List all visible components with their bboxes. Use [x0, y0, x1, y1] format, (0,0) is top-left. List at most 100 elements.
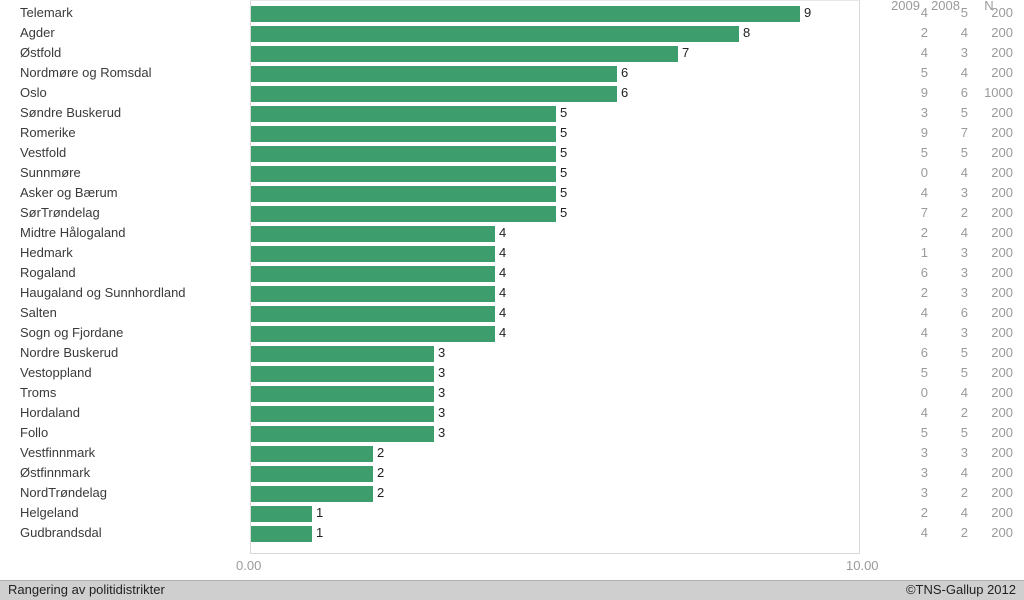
cell-n: 200 — [968, 105, 1013, 120]
cell-2008: 3 — [928, 45, 968, 60]
cell-2009: 6 — [888, 345, 928, 360]
category-label: Salten — [20, 305, 245, 320]
bar-value-label: 4 — [499, 325, 506, 340]
bar — [251, 346, 434, 362]
bar — [251, 26, 739, 42]
cell-2009: 9 — [888, 85, 928, 100]
bar — [251, 446, 373, 462]
bar — [251, 126, 556, 142]
bar — [251, 226, 495, 242]
bar — [251, 486, 373, 502]
bar — [251, 306, 495, 322]
bar — [251, 166, 556, 182]
cell-2008: 5 — [928, 145, 968, 160]
cell-n: 200 — [968, 405, 1013, 420]
bar-value-label: 4 — [499, 225, 506, 240]
cell-2008: 4 — [928, 165, 968, 180]
bar-value-label: 5 — [560, 205, 567, 220]
category-label: Follo — [20, 425, 245, 440]
table-row: SørTrøndelag572200 — [0, 204, 1024, 224]
cell-2009: 2 — [888, 25, 928, 40]
bar-value-label: 7 — [682, 45, 689, 60]
bar — [251, 426, 434, 442]
cell-2008: 3 — [928, 265, 968, 280]
table-row: Hordaland342200 — [0, 404, 1024, 424]
cell-2009: 1 — [888, 245, 928, 260]
table-row: Asker og Bærum543200 — [0, 184, 1024, 204]
bar — [251, 406, 434, 422]
category-label: Vestfinnmark — [20, 445, 245, 460]
bar — [251, 466, 373, 482]
cell-2009: 2 — [888, 505, 928, 520]
cell-2008: 3 — [928, 285, 968, 300]
cell-2009: 4 — [888, 325, 928, 340]
category-label: Sogn og Fjordane — [20, 325, 245, 340]
cell-2008: 4 — [928, 505, 968, 520]
category-label: Hordaland — [20, 405, 245, 420]
category-label: Hedmark — [20, 245, 245, 260]
bar-value-label: 3 — [438, 345, 445, 360]
bar — [251, 286, 495, 302]
category-label: Østfinnmark — [20, 465, 245, 480]
bar — [251, 106, 556, 122]
cell-2008: 7 — [928, 125, 968, 140]
cell-2009: 4 — [888, 305, 928, 320]
bar — [251, 326, 495, 342]
cell-2009: 6 — [888, 265, 928, 280]
table-row: Søndre Buskerud535200 — [0, 104, 1024, 124]
bar — [251, 386, 434, 402]
cell-n: 200 — [968, 385, 1013, 400]
cell-n: 200 — [968, 145, 1013, 160]
category-label: Asker og Bærum — [20, 185, 245, 200]
cell-2008: 4 — [928, 385, 968, 400]
cell-n: 200 — [968, 225, 1013, 240]
cell-n: 200 — [968, 445, 1013, 460]
category-label: NordTrøndelag — [20, 485, 245, 500]
cell-2009: 3 — [888, 105, 928, 120]
cell-2009: 4 — [888, 45, 928, 60]
bar — [251, 366, 434, 382]
table-row: Sogn og Fjordane443200 — [0, 324, 1024, 344]
cell-n: 200 — [968, 245, 1013, 260]
cell-2008: 5 — [928, 365, 968, 380]
cell-n: 200 — [968, 465, 1013, 480]
chart-container: 2009 2008 N Telemark945200Agder824200Øst… — [0, 0, 1024, 600]
bar — [251, 526, 312, 542]
cell-2009: 3 — [888, 465, 928, 480]
bar-value-label: 6 — [621, 65, 628, 80]
cell-2009: 5 — [888, 425, 928, 440]
bar — [251, 506, 312, 522]
cell-n: 200 — [968, 65, 1013, 80]
cell-2008: 2 — [928, 525, 968, 540]
cell-2008: 5 — [928, 425, 968, 440]
table-row: Oslo6961000 — [0, 84, 1024, 104]
cell-2008: 3 — [928, 325, 968, 340]
cell-n: 200 — [968, 25, 1013, 40]
cell-2008: 4 — [928, 65, 968, 80]
category-label: Gudbrandsdal — [20, 525, 245, 540]
cell-2009: 0 — [888, 385, 928, 400]
cell-n: 200 — [968, 305, 1013, 320]
category-label: Rogaland — [20, 265, 245, 280]
bar — [251, 266, 495, 282]
cell-2008: 5 — [928, 345, 968, 360]
bar-value-label: 5 — [560, 125, 567, 140]
table-row: NordTrøndelag232200 — [0, 484, 1024, 504]
category-label: Agder — [20, 25, 245, 40]
bar-value-label: 2 — [377, 465, 384, 480]
cell-n: 200 — [968, 345, 1013, 360]
bar-value-label: 5 — [560, 105, 567, 120]
table-row: Telemark945200 — [0, 4, 1024, 24]
bar-value-label: 5 — [560, 145, 567, 160]
bar — [251, 186, 556, 202]
table-row: Vestfinnmark233200 — [0, 444, 1024, 464]
bar — [251, 246, 495, 262]
bar — [251, 66, 617, 82]
category-label: Helgeland — [20, 505, 245, 520]
cell-2009: 4 — [888, 525, 928, 540]
table-row: Gudbrandsdal142200 — [0, 524, 1024, 544]
cell-2009: 4 — [888, 5, 928, 20]
bar-value-label: 1 — [316, 505, 323, 520]
cell-2009: 3 — [888, 445, 928, 460]
cell-n: 1000 — [968, 85, 1013, 100]
